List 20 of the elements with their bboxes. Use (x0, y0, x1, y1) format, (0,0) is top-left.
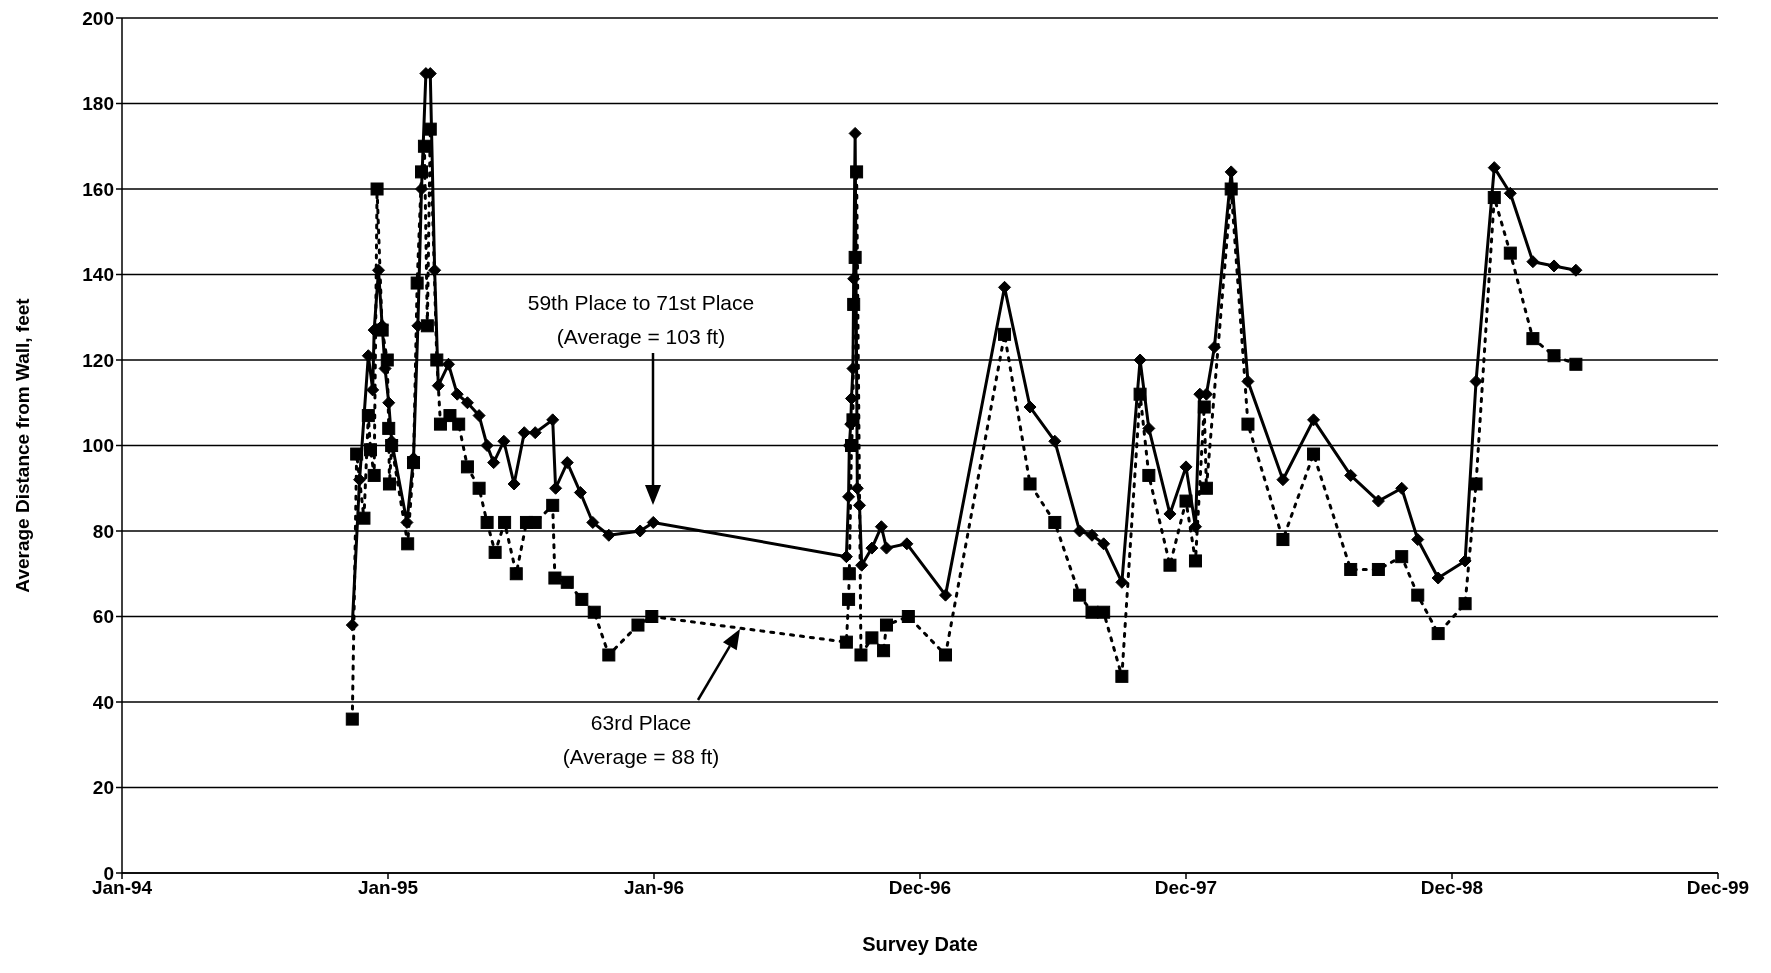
y-tick-label: 140 (82, 264, 114, 286)
y-tick-label: 80 (92, 520, 114, 542)
annotation: 63rd Place (Average = 88 ft) (561, 711, 721, 768)
x-tick-label: Jan-96 (623, 877, 685, 899)
x-axis-title: Survey Date (862, 933, 978, 955)
x-tick-label: Dec-98 (1420, 877, 1484, 899)
y-axis-title: Average Distance from Wall, feet (11, 297, 33, 593)
x-tick-label: Dec-97 (1154, 877, 1218, 899)
x-tick-label: Dec-96 (888, 877, 952, 899)
y-tick-label: 100 (82, 435, 114, 457)
y-tick-label: 160 (82, 178, 114, 200)
x-tick-label: Dec-99 (1686, 877, 1750, 899)
y-tick-label: 120 (82, 349, 114, 371)
y-tick-label: 200 (82, 7, 114, 29)
y-tick-label: 180 (82, 93, 114, 115)
annotation: 59th Place to 71st Place (Average = 103 ft) (526, 291, 756, 348)
y-tick-label: 60 (92, 606, 114, 628)
y-tick-label: 40 (92, 691, 114, 713)
y-tick-label: 20 (92, 777, 114, 799)
x-tick-label: Jan-95 (357, 877, 419, 899)
